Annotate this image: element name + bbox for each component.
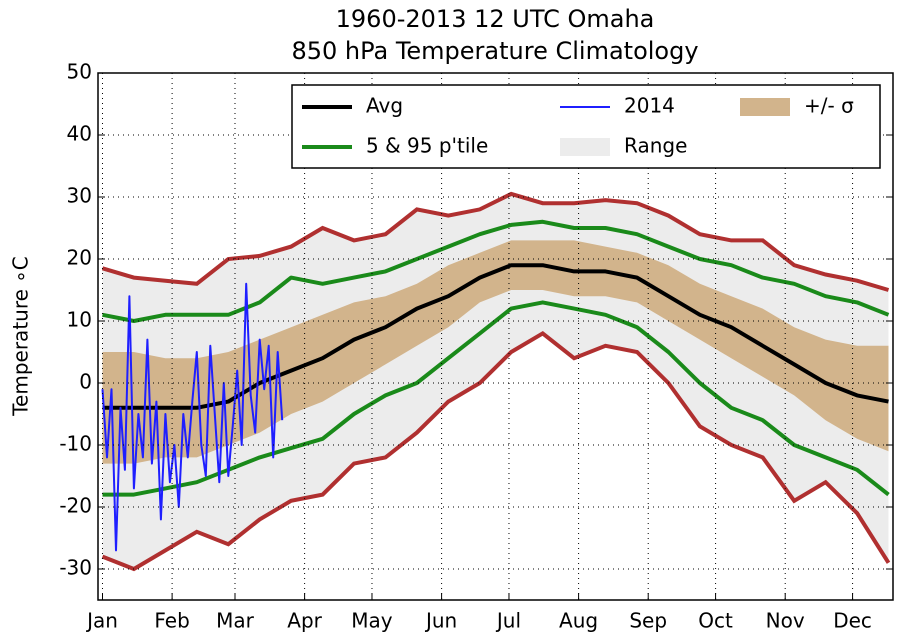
line: [102, 300, 890, 497]
y-tick-label: 0: [79, 370, 92, 394]
x-tick-label: Oct: [698, 609, 733, 633]
plot-frame: [97, 72, 894, 601]
chart-subtitle: 850 hPa Temperature Climatology: [291, 37, 698, 65]
band-edge: [101, 330, 891, 572]
y-tick-label: 10: [67, 308, 92, 332]
y-axis-label: Temperature ∘C: [9, 256, 33, 417]
y-tick-label: -30: [59, 556, 92, 580]
x-tick-label: Jun: [424, 609, 457, 633]
x-tick-label: Mar: [216, 609, 255, 633]
line: [102, 219, 890, 323]
legend-label: 5 & 95 p'tile: [366, 134, 488, 158]
x-tick-label: Jan: [85, 609, 118, 633]
band-area: [102, 240, 889, 464]
band-edge: [101, 191, 890, 292]
x-tick-label: Dec: [833, 609, 872, 633]
x-tick-label: Apr: [287, 609, 322, 633]
legend-label: +/- σ: [804, 94, 854, 118]
y-tick-label: -10: [59, 432, 92, 456]
legend-swatch: [740, 98, 790, 116]
y-tick-label: 30: [67, 184, 92, 208]
y-tick-label: 50: [67, 60, 92, 84]
legend-swatch: [560, 138, 610, 156]
y-tick-label: 20: [67, 246, 92, 270]
chart-title: 1960-2013 12 UTC Omaha: [336, 5, 655, 33]
x-tick-label: Sep: [629, 609, 667, 633]
x-tick-label: Feb: [154, 609, 189, 633]
x-tick-label: Nov: [766, 609, 805, 633]
x-tick-label: Aug: [559, 609, 598, 633]
y-tick-label: -20: [59, 494, 92, 518]
legend-label: Range: [624, 134, 687, 158]
y-tick-label: 40: [67, 122, 92, 146]
line: [101, 282, 284, 552]
legend-label: 2014: [624, 94, 675, 118]
line: [102, 263, 889, 410]
legend-label: Avg: [366, 94, 403, 118]
x-tick-label: Jul: [495, 609, 521, 633]
x-tick-label: May: [351, 609, 393, 633]
